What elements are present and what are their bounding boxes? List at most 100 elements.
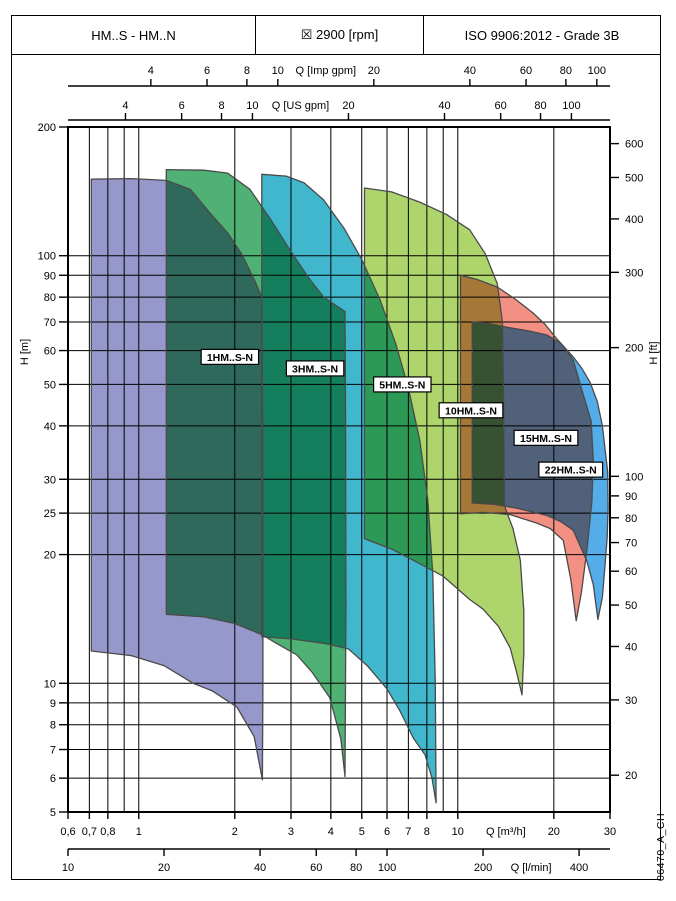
region-fill-5hmsn: [261, 174, 437, 803]
x-tick-label-m3h: 30: [604, 826, 616, 838]
y-tick-label-m: 70: [44, 317, 56, 329]
y-tick-label-m: 20: [44, 550, 56, 562]
y-tick-label-m: 10: [44, 678, 56, 690]
top-axis-tick-label: 4: [122, 100, 128, 112]
top-axis-tick-label: 40: [438, 100, 450, 112]
region-label: 10HM..S-N: [445, 405, 497, 417]
top-axis-tick-label: 8: [244, 65, 250, 77]
x-tick-label-m3h: 1: [136, 826, 142, 838]
y-tick-label-m: 40: [44, 421, 56, 433]
x-tick-label-m3h: 0,7: [82, 826, 97, 838]
bottom-axis-tick-label: 10: [62, 862, 74, 874]
y-tick-label-ft: 70: [625, 538, 637, 550]
bottom-axis-tick-label: 20: [158, 862, 170, 874]
x-tick-label-m3h: 0,8: [100, 826, 115, 838]
region-label: 22HM..S-N: [545, 465, 597, 477]
top-axis-tick-label: 80: [560, 65, 572, 77]
y-tick-label-m: 90: [44, 270, 56, 282]
y-tick-label-ft: 60: [625, 566, 637, 578]
y-tick-label-m: 100: [38, 251, 56, 263]
y-tick-label-ft: 90: [625, 491, 637, 503]
region-outline-10hmsn: [363, 187, 525, 696]
top-axis-unit: Q [Imp gpm]: [296, 65, 357, 77]
top-axis-tick-label: 20: [368, 65, 380, 77]
top-axis-tick-label: 8: [218, 100, 224, 112]
header-iso-standard: ISO 9906:2012 - Grade 3B: [464, 27, 620, 43]
region-outline-22hmsn: [471, 321, 609, 621]
header-model-range: HM..S - HM..N: [12, 16, 256, 54]
y-tick-label-m: 25: [44, 508, 56, 520]
top-axis-tick-label: 4: [148, 65, 154, 77]
plot-border: [67, 126, 611, 813]
top-axis-tick-label: 100: [562, 100, 580, 112]
y-tick-label-m: 30: [44, 474, 56, 486]
region-label-box: [538, 461, 604, 478]
top-axis-tick-label: 6: [204, 65, 210, 77]
region-label: 5HM..S-N: [379, 379, 425, 391]
top-axis-tick-label: 60: [495, 100, 507, 112]
x-axis-unit-m3h: Q [m³/h]: [486, 826, 526, 838]
bottom-axis-tick-label: 80: [350, 862, 362, 874]
y-tick-label-m: 5: [50, 807, 56, 819]
x-tick-label-m3h: 2: [232, 826, 238, 838]
x-tick-label-m3h: 10: [452, 826, 464, 838]
y-tick-label-m: 6: [50, 773, 56, 785]
bottom-axis-tick-label: 400: [570, 862, 588, 874]
y-tick-label-m: 60: [44, 346, 56, 358]
header-table: HM..S - HM..N ☒ 2900 [rpm] ISO 9906:2012…: [11, 15, 661, 55]
top-axis-tick-label: 100: [588, 65, 606, 77]
x-tick-label-m3h: 5: [359, 826, 365, 838]
region-label-box: [513, 429, 579, 446]
bottom-axis-tick-label: 60: [310, 862, 322, 874]
x-tick-label-m3h: 8: [424, 826, 430, 838]
x-tick-label-m3h: 0,6: [60, 826, 75, 838]
top-axis-tick-label: 10: [246, 100, 258, 112]
region-outline-15hmsn: [459, 274, 594, 622]
x-tick-label-m3h: 6: [384, 826, 390, 838]
region-label: 1HM..S-N: [207, 352, 253, 364]
y-tick-label-m: 200: [38, 122, 56, 134]
y-tick-label-ft: 40: [625, 641, 637, 653]
x-tick-label-m3h: 4: [328, 826, 334, 838]
top-axis-tick-label: 6: [179, 100, 185, 112]
bottom-axis-tick-label: 40: [254, 862, 266, 874]
top-axis-tick-label: 80: [534, 100, 546, 112]
region-label-box: [285, 360, 345, 377]
x-tick-label-m3h: 20: [548, 826, 560, 838]
y-axis-label-ft: H [ft]: [648, 341, 660, 365]
region-label: 15HM..S-N: [520, 433, 572, 445]
bottom-axis-tick-label: 200: [474, 862, 492, 874]
y-tick-label-ft: 50: [625, 600, 637, 612]
y-axis-label-m: H [m]: [19, 338, 31, 366]
y-tick-label-m: 9: [50, 698, 56, 710]
x-tick-label-m3h: 7: [405, 826, 411, 838]
region-label-box: [373, 376, 432, 393]
y-tick-label-m: 7: [50, 745, 56, 757]
top-axis-tick-label: 60: [520, 65, 532, 77]
header-speed: ☒ 2900 [rpm]: [256, 16, 424, 54]
y-tick-label-ft: 100: [625, 471, 643, 483]
bottom-axis-tick-label: 100: [378, 862, 396, 874]
region-label-box: [438, 402, 504, 419]
bottom-axis-unit: Q [l/min]: [511, 862, 552, 874]
top-axis-tick-label: 10: [272, 65, 284, 77]
y-tick-label-ft: 400: [625, 214, 643, 226]
y-tick-label-ft: 20: [625, 770, 637, 782]
y-tick-label-ft: 500: [625, 172, 643, 184]
top-axis-unit: Q [US gpm]: [272, 100, 329, 112]
x-tick-label-m3h: 3: [288, 826, 294, 838]
y-tick-label-ft: 30: [625, 695, 637, 707]
top-axis-tick-label: 20: [342, 100, 354, 112]
region-outline-3hmsn: [165, 168, 347, 778]
region-outline-1hmsn: [90, 177, 264, 781]
y-tick-label-ft: 200: [625, 343, 643, 355]
top-axis-tick-label: 40: [464, 65, 476, 77]
y-tick-label-m: 8: [50, 720, 56, 732]
region-label-box: [200, 348, 260, 365]
y-tick-label-m: 80: [44, 292, 56, 304]
drawing-number-watermark: 06470_A_CH: [655, 812, 667, 882]
y-tick-label-m: 50: [44, 379, 56, 391]
y-tick-label-ft: 80: [625, 513, 637, 525]
